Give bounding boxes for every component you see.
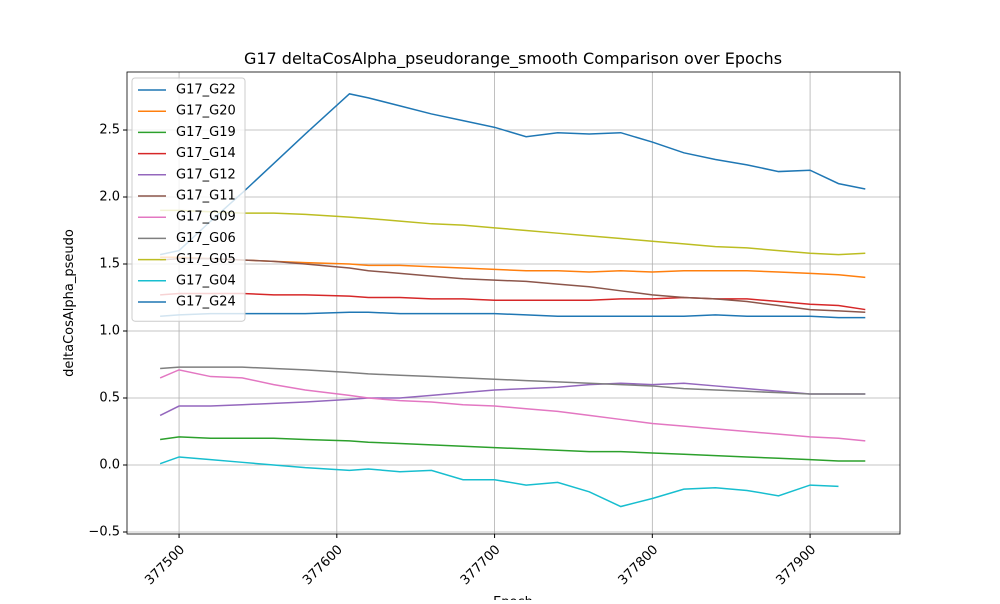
series-line [160, 292, 866, 311]
series-line [160, 311, 866, 319]
legend-label: G17_G05 [176, 252, 236, 267]
y-tick-label: 2.0 [99, 190, 120, 205]
legend-label: G17_G06 [176, 231, 236, 246]
x-axis-label: Epoch [493, 595, 533, 600]
legend-label: G17_G24 [176, 295, 236, 310]
legend-label: G17_G14 [176, 146, 236, 161]
series-line [159, 382, 866, 417]
series-line [160, 257, 866, 313]
y-tick-label: 2.5 [99, 123, 120, 138]
legend-label: G17_G22 [176, 83, 236, 98]
series-line [159, 369, 866, 442]
legend-label: G17_G04 [176, 273, 236, 288]
legend-box [131, 77, 246, 322]
y-axis-label: deltaCosAlpha_pseudo [62, 229, 77, 377]
y-tick-label: 0.0 [99, 457, 120, 472]
y-tick-label: 0.5 [99, 390, 120, 405]
series-line [159, 456, 839, 508]
y-tick-label: 1.5 [99, 257, 120, 272]
y-tick-label: 1.0 [99, 324, 120, 339]
series-line [160, 366, 866, 395]
plot-frame [126, 71, 901, 535]
y-tick-label: −0.5 [88, 524, 120, 539]
legend-label: G17_G12 [176, 167, 236, 182]
series-line [160, 209, 866, 256]
chart-title: G17 deltaCosAlpha_pseudorange_smooth Com… [244, 49, 782, 69]
series-line [159, 93, 866, 256]
legend-label: G17_G09 [176, 210, 236, 225]
legend-label: G17_G11 [176, 189, 236, 204]
legend-label: G17_G20 [176, 104, 236, 119]
series-line [160, 436, 866, 462]
legend-label: G17_G19 [176, 125, 236, 140]
